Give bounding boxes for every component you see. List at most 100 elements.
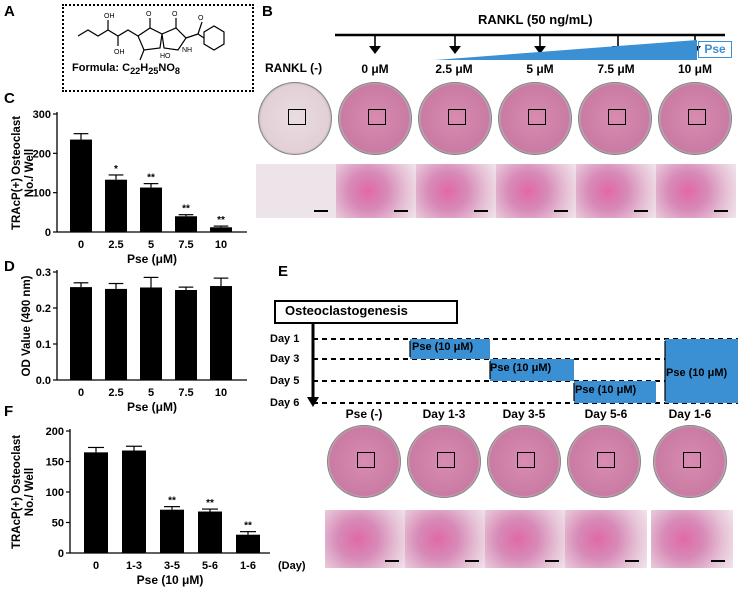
y-tick-label: 0.3 bbox=[36, 267, 51, 279]
x-tick-label: 5 bbox=[148, 239, 154, 251]
magnified-cell-image bbox=[325, 510, 407, 568]
y-tick-label: 100 bbox=[46, 487, 64, 499]
chemical-formula: Formula: C22H25NO8 bbox=[72, 62, 180, 76]
zoom-region-box bbox=[448, 109, 466, 125]
svg-text:NH: NH bbox=[182, 47, 192, 54]
pse-bar-day1-6 bbox=[665, 339, 738, 403]
significance-mark: ** bbox=[168, 496, 176, 507]
panel-d-letter: D bbox=[4, 258, 15, 275]
y-tick-label: 200 bbox=[46, 426, 64, 438]
culture-dish-image bbox=[258, 82, 332, 155]
culture-dish-image bbox=[578, 82, 652, 155]
formula-sub3: 8 bbox=[174, 66, 180, 77]
scale-bar bbox=[385, 560, 399, 562]
pse-bar-day3-5 bbox=[490, 359, 574, 381]
conc-label: 0 μM bbox=[361, 62, 389, 76]
x-tick-label: 1-3 bbox=[126, 560, 142, 572]
magnified-cell-image bbox=[336, 164, 416, 218]
culture-dish-image bbox=[653, 425, 727, 498]
treatment-schedule bbox=[307, 323, 738, 407]
culture-dish-image bbox=[567, 425, 641, 498]
chart-f: 0 50 100 150 200 0 1-3 ** 3-5 ** 5-6 ** 1-6 Pse (10 μ… bbox=[11, 426, 306, 587]
day-label: Day 5 bbox=[270, 375, 300, 387]
magnified-cell-image bbox=[565, 510, 647, 568]
bar bbox=[84, 452, 108, 553]
formula-mid1: H bbox=[140, 62, 149, 74]
bar bbox=[175, 290, 197, 380]
magnified-cell-image bbox=[405, 510, 487, 568]
panel-c-letter: C bbox=[4, 90, 15, 107]
formula-mid2: NO bbox=[158, 62, 175, 74]
pse-gradient-wedge bbox=[435, 40, 697, 60]
day-label: Day 3 bbox=[270, 353, 300, 365]
bar bbox=[105, 288, 127, 380]
bar bbox=[122, 450, 146, 553]
culture-dish-image bbox=[338, 82, 412, 155]
bar bbox=[140, 187, 162, 232]
y-axis-label: TRAcP(+) Osteoclast bbox=[11, 435, 23, 549]
pse-bar-day5-6 bbox=[574, 381, 656, 403]
zoom-region-box bbox=[608, 109, 626, 125]
svg-text:OH: OH bbox=[104, 13, 115, 20]
scale-bar bbox=[711, 560, 725, 562]
pse-dose-label: Pse (10 μM) bbox=[575, 384, 637, 396]
chart-c: 0 100 200 300 0 * 2.5 ** 5 ** 7.5 ** 10 Pse (μM) TRAcP… bbox=[11, 109, 247, 266]
y-axis-label: OD Value (490 nm) bbox=[21, 275, 33, 376]
rankl-title: RANKL (50 ng/mL) bbox=[478, 12, 593, 27]
bar bbox=[210, 227, 232, 232]
conc-label: 5 μM bbox=[526, 62, 554, 76]
y-tick-label: 200 bbox=[33, 148, 51, 160]
magnified-cell-image bbox=[256, 164, 336, 218]
panel-b-letter: B bbox=[262, 3, 273, 20]
svg-text:O: O bbox=[172, 11, 178, 18]
pse-dose-label: Pse (10 μM) bbox=[490, 362, 552, 374]
scale-bar bbox=[474, 210, 488, 212]
significance-mark: ** bbox=[182, 204, 190, 215]
treatment-column-label: Pse (-) bbox=[345, 407, 383, 421]
chart-d: 0.0 0.1 0.2 0.3 0 2.5 5 7.5 10 Pse (μM) OD Value (… bbox=[21, 267, 247, 414]
treatment-column-label: Day 1-6 bbox=[668, 407, 712, 421]
magnified-cell-image bbox=[496, 164, 576, 218]
osteoclastogenesis-box bbox=[274, 300, 458, 324]
scale-bar bbox=[465, 560, 479, 562]
magnified-cell-image bbox=[485, 510, 567, 568]
magnified-cell-image bbox=[416, 164, 496, 218]
conc-label: 10 μM bbox=[677, 62, 713, 76]
day-label: Day 6 bbox=[270, 397, 300, 409]
zoom-region-box bbox=[688, 109, 706, 125]
zoom-region-box bbox=[683, 452, 701, 468]
x-tick-label: 10 bbox=[215, 387, 227, 399]
conc-label: 2.5 μM bbox=[435, 62, 473, 76]
x-tick-label: 7.5 bbox=[178, 239, 193, 251]
bar bbox=[70, 287, 92, 380]
x-tick-label: 3-5 bbox=[164, 560, 180, 572]
scale-bar bbox=[714, 210, 728, 212]
osteoclastogenesis-title: Osteoclastogenesis bbox=[285, 303, 408, 318]
x-unit-label: (Day) bbox=[278, 560, 306, 572]
conc-label: 7.5 μM bbox=[597, 62, 635, 76]
formula-prefix: Formula: C bbox=[72, 62, 131, 74]
pse-dose-label: Pse (10 μM) bbox=[666, 367, 728, 379]
culture-dish-image bbox=[498, 82, 572, 155]
y-tick-label: 0.1 bbox=[36, 339, 51, 351]
x-tick-label: 2.5 bbox=[108, 387, 123, 399]
significance-mark: ** bbox=[206, 498, 214, 509]
magnified-cell-image bbox=[576, 164, 656, 218]
bar bbox=[210, 286, 232, 380]
zoom-region-box bbox=[288, 109, 306, 125]
x-tick-label: 10 bbox=[215, 239, 227, 251]
culture-dish-image bbox=[658, 82, 732, 155]
y-axis-label: TRAcP(+) Osteoclast bbox=[11, 116, 23, 230]
treatment-column-label: Day 1-3 bbox=[422, 407, 466, 421]
x-axis-label: Pse (μM) bbox=[127, 252, 177, 266]
y-tick-label: 0 bbox=[58, 548, 64, 560]
y-axis-label: No./ Well bbox=[24, 468, 36, 516]
scale-bar bbox=[394, 210, 408, 212]
zoom-region-box bbox=[597, 452, 615, 468]
x-tick-label: 5-6 bbox=[202, 560, 218, 572]
zoom-region-box bbox=[517, 452, 535, 468]
culture-dish-image bbox=[487, 425, 561, 498]
zoom-region-box bbox=[528, 109, 546, 125]
treatment-column-label: Day 5-6 bbox=[584, 407, 628, 421]
bar bbox=[140, 287, 162, 380]
